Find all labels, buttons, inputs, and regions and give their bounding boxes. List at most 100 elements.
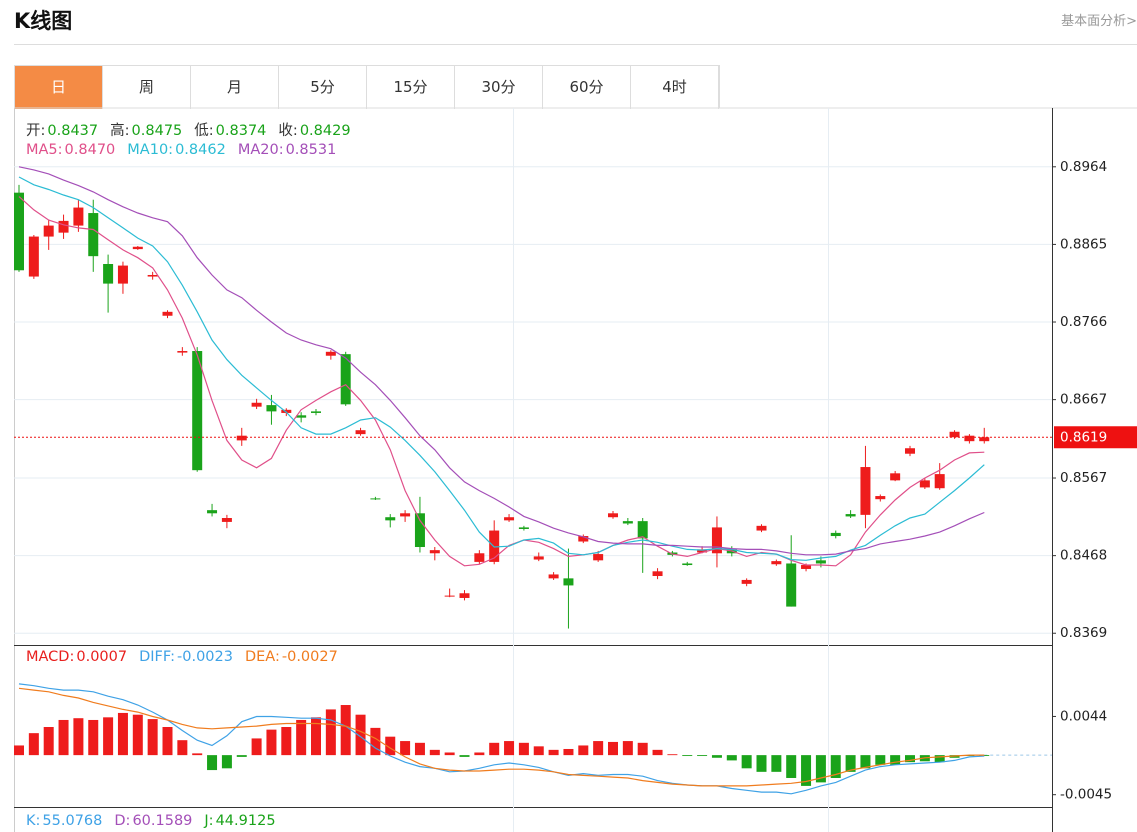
legend-label: 开:: [26, 123, 46, 139]
macd-bar: [726, 755, 737, 761]
macd-bar: [697, 755, 708, 757]
macd-bar: [771, 755, 782, 772]
macd-bar: [147, 719, 158, 756]
macd-legend: MACD: 0.0007 DIFF: -0.0023 DEA: -0.0027: [26, 649, 350, 665]
legend-item: 高: 0.8475: [110, 123, 182, 139]
macd-bar: [162, 727, 173, 756]
ma-legend: MA5: 0.8470 MA10: 0.8462 MA20: 0.8531: [26, 142, 348, 158]
candle-body: [622, 521, 633, 524]
candle-body: [919, 480, 930, 488]
macd-bar: [221, 755, 232, 769]
macd-bar: [786, 755, 797, 778]
macd-bar: [474, 752, 485, 756]
macd-bar: [459, 755, 470, 757]
macd-bar: [711, 755, 722, 758]
macd-bar: [756, 755, 767, 772]
candle-body: [949, 431, 960, 438]
period-tab[interactable]: 5分: [279, 66, 367, 109]
macd-bar: [236, 755, 247, 757]
ma-line: [18, 196, 985, 567]
candle-body: [192, 351, 203, 471]
macd-bar: [905, 755, 915, 763]
legend-item: J: 44.9125: [204, 813, 275, 829]
candle-body: [756, 525, 767, 531]
macd-bar: [73, 718, 84, 756]
legend-value: 60.1589: [132, 813, 193, 829]
legend-value: 0.8429: [299, 123, 351, 139]
y-tick-label: 0.8667: [1060, 392, 1107, 408]
macd-bar: [400, 741, 411, 756]
candle-body: [518, 527, 529, 529]
divider: [14, 44, 1137, 45]
legend-label: MA20:: [237, 142, 284, 158]
period-tab[interactable]: 15分: [367, 66, 455, 109]
ma-line: [18, 176, 985, 561]
macd-bar: [28, 733, 39, 756]
period-tab[interactable]: 60分: [543, 66, 631, 109]
macd-bar: [608, 741, 618, 756]
candle-body: [593, 554, 604, 561]
period-tab[interactable]: 30分: [455, 66, 543, 109]
candle-body: [28, 236, 39, 277]
candle-body: [103, 264, 114, 284]
candle-body: [251, 402, 262, 407]
candle-body: [281, 409, 292, 413]
candle-body: [296, 415, 307, 418]
period-tabs: 日周月 5分 15分 30分 60分 4时: [14, 65, 720, 109]
legend-label: 低:: [194, 123, 214, 139]
legend-value: -0.0027: [281, 649, 338, 665]
fundamental-link[interactable]: 基本面分析>: [1061, 14, 1137, 29]
legend-label: DEA:: [244, 649, 280, 665]
macd-bar: [281, 727, 292, 756]
macd-bar: [801, 755, 812, 786]
period-tab[interactable]: 周: [103, 66, 191, 109]
last-price-box: [1054, 426, 1137, 449]
y-tick-label: 0.8964: [1060, 159, 1107, 175]
candle-body: [459, 593, 470, 598]
legend-value: 0.0007: [76, 649, 128, 665]
period-tab[interactable]: 4时: [631, 66, 719, 109]
legend-item: MA10: 0.8462: [127, 142, 226, 158]
macd-bar: [192, 753, 203, 756]
ohlc-legend: 开: 0.8437 高: 0.8475 低: 0.8374 收: 0.8429: [26, 119, 363, 140]
legend-label: MA5:: [26, 142, 63, 158]
macd-bar: [117, 712, 128, 756]
macd-bar: [548, 749, 559, 756]
candle-body: [905, 448, 915, 454]
candle-body: [815, 560, 826, 564]
legend-label: D:: [114, 813, 131, 829]
candle-body: [801, 565, 812, 569]
legend-item: 低: 0.8374: [194, 123, 266, 139]
legend-value: 0.8437: [47, 123, 99, 139]
legend-value: 0.8531: [285, 142, 337, 158]
macd-bar: [741, 755, 752, 769]
legend-item: 收: 0.8429: [278, 123, 350, 139]
y-tick-label: 0.8369: [1060, 625, 1107, 641]
candle-body: [608, 513, 618, 518]
macd-bar: [325, 709, 336, 756]
y-tick-label: 0.8865: [1060, 236, 1107, 252]
candle-body: [711, 527, 722, 554]
candle-body: [652, 571, 663, 577]
macd-bar: [578, 745, 589, 756]
macd-bar: [815, 755, 826, 783]
y-tick-label: 0.8468: [1060, 548, 1107, 564]
ma-line: [18, 166, 985, 556]
candle-body: [73, 207, 84, 226]
candle-body: [697, 549, 708, 553]
candle-body: [474, 553, 485, 562]
legend-value: 0.8374: [215, 123, 267, 139]
macd-bar: [414, 742, 425, 756]
candle-body: [147, 274, 158, 277]
legend-label: 高:: [110, 123, 130, 139]
legend-item: DIFF: -0.0023: [139, 649, 233, 665]
legend-item: MACD: 0.0007: [26, 649, 127, 665]
macd-bar: [266, 729, 277, 756]
macd-bar: [311, 717, 321, 756]
candle-body: [533, 556, 544, 560]
macd-bar: [934, 755, 945, 763]
legend-item: D: 60.1589: [114, 813, 192, 829]
period-tab[interactable]: 日: [15, 66, 103, 109]
period-tab[interactable]: 月: [191, 66, 279, 109]
